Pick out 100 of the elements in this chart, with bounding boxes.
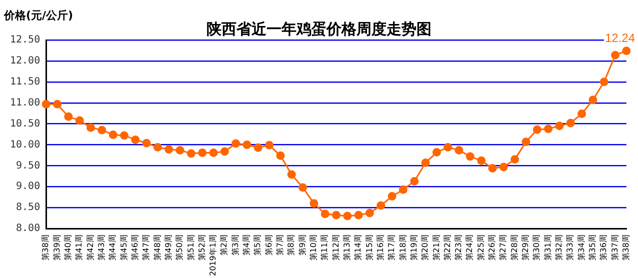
x-tick-label: 第24周 (465, 234, 474, 261)
point (488, 164, 497, 172)
x-tick-label: 第37周 (610, 234, 620, 261)
point (566, 118, 575, 128)
x-tick-label: 第9周 (298, 234, 307, 256)
x-tick-label: 第31周 (543, 234, 552, 261)
point (142, 138, 151, 148)
point (64, 112, 73, 121)
x-tick-label: 第26周 (488, 234, 497, 261)
point (108, 130, 118, 139)
x-tick-label: 第16周 (376, 234, 385, 261)
x-tick-label: 第5周 (253, 234, 262, 256)
point (120, 131, 128, 140)
point (410, 176, 419, 186)
x-tick-label: 第12周 (331, 234, 340, 261)
point (600, 78, 608, 86)
point (343, 212, 352, 220)
point (176, 146, 184, 154)
x-tick-label: 第34周 (576, 234, 586, 261)
point (388, 192, 396, 201)
y-tick-label: 10.00 (10, 139, 40, 150)
x-tick-label: 第38周 (41, 234, 50, 261)
point (131, 135, 140, 144)
x-tick-label: 第21周 (432, 234, 441, 261)
x-tick-label: 第35周 (588, 234, 597, 261)
point (153, 143, 162, 152)
x-tick-label: 第47周 (142, 234, 151, 261)
x-tick-label: 第49周 (164, 234, 173, 261)
point (365, 208, 374, 218)
point (232, 139, 240, 148)
point (42, 100, 50, 108)
point (622, 46, 631, 56)
point (421, 158, 430, 168)
x-tick-label: 第30周 (532, 234, 542, 261)
point (75, 116, 84, 125)
x-tick-label: 第8周 (286, 234, 296, 256)
x-tick-label: 第51周 (186, 234, 196, 261)
point (164, 145, 174, 154)
y-tick-label: 12.00 (10, 56, 40, 67)
x-tick-label: 第50周 (175, 234, 184, 261)
x-tick-label: 第25周 (476, 234, 486, 261)
x-tick-label: 第27周 (498, 234, 508, 261)
point (320, 210, 330, 218)
x-tick-label: 第42周 (86, 234, 95, 261)
x-tick-label: 第13周 (342, 234, 352, 261)
point (544, 124, 553, 134)
point (310, 199, 318, 208)
x-tick-label: 第45周 (119, 234, 128, 261)
x-tick-label: 第40周 (64, 234, 72, 261)
x-tick-label: 第22周 (442, 234, 452, 261)
y-tick-label: 9.00 (16, 181, 40, 192)
x-tick-label: 第44周 (108, 234, 118, 261)
point (86, 123, 95, 132)
point (376, 201, 386, 210)
x-tick-label: 第4周 (242, 234, 252, 256)
point (186, 149, 196, 158)
x-tick-label: 第33周 (566, 234, 575, 261)
point (477, 156, 486, 165)
x-tick-label: 第20周 (420, 234, 430, 261)
point (332, 210, 340, 220)
x-tick-label: 第28周 (510, 234, 519, 261)
x-tick-label: 第14周 (354, 234, 363, 261)
x-tick-label: 第10周 (309, 234, 318, 261)
point (53, 100, 62, 108)
x-tick-label: 第32周 (554, 234, 564, 261)
x-tick-label: 2019年1周 (208, 234, 218, 276)
y-tick-label: 12.50 (10, 34, 40, 46)
x-tick-label: 第48周 (152, 234, 162, 261)
x-tick-label: 第38周 (621, 234, 630, 261)
point (444, 143, 452, 152)
x-tick-label: 第52周 (197, 234, 206, 261)
point (98, 126, 106, 134)
point (209, 148, 218, 157)
point (610, 50, 620, 60)
data-label: 12.24 (604, 31, 636, 46)
x-tick-label: 第6周 (264, 234, 274, 256)
point (532, 125, 542, 134)
y-tick-label: 8.50 (16, 202, 40, 214)
point (454, 146, 464, 154)
y-tick-label: 10.50 (10, 118, 40, 130)
point (398, 185, 408, 194)
y-tick-label: 11.00 (10, 97, 40, 108)
point (354, 210, 363, 220)
x-tick-label: 第19周 (409, 234, 418, 261)
y-tick-label: 11.50 (10, 76, 40, 88)
point (220, 147, 229, 156)
point (555, 122, 564, 130)
point (254, 143, 262, 152)
point (510, 155, 520, 164)
x-tick-label: 第23周 (454, 234, 464, 261)
point (276, 151, 285, 160)
x-tick-label: 第41周 (74, 234, 84, 261)
x-tick-label: 第11周 (320, 234, 330, 261)
point (588, 96, 598, 104)
point (522, 138, 530, 146)
x-tick-label: 第2周 (220, 234, 229, 256)
x-tick-label: 第29周 (521, 234, 530, 261)
point (298, 183, 308, 192)
x-tick-label: 第17周 (387, 234, 396, 261)
x-tick-label: 第46周 (130, 234, 140, 261)
